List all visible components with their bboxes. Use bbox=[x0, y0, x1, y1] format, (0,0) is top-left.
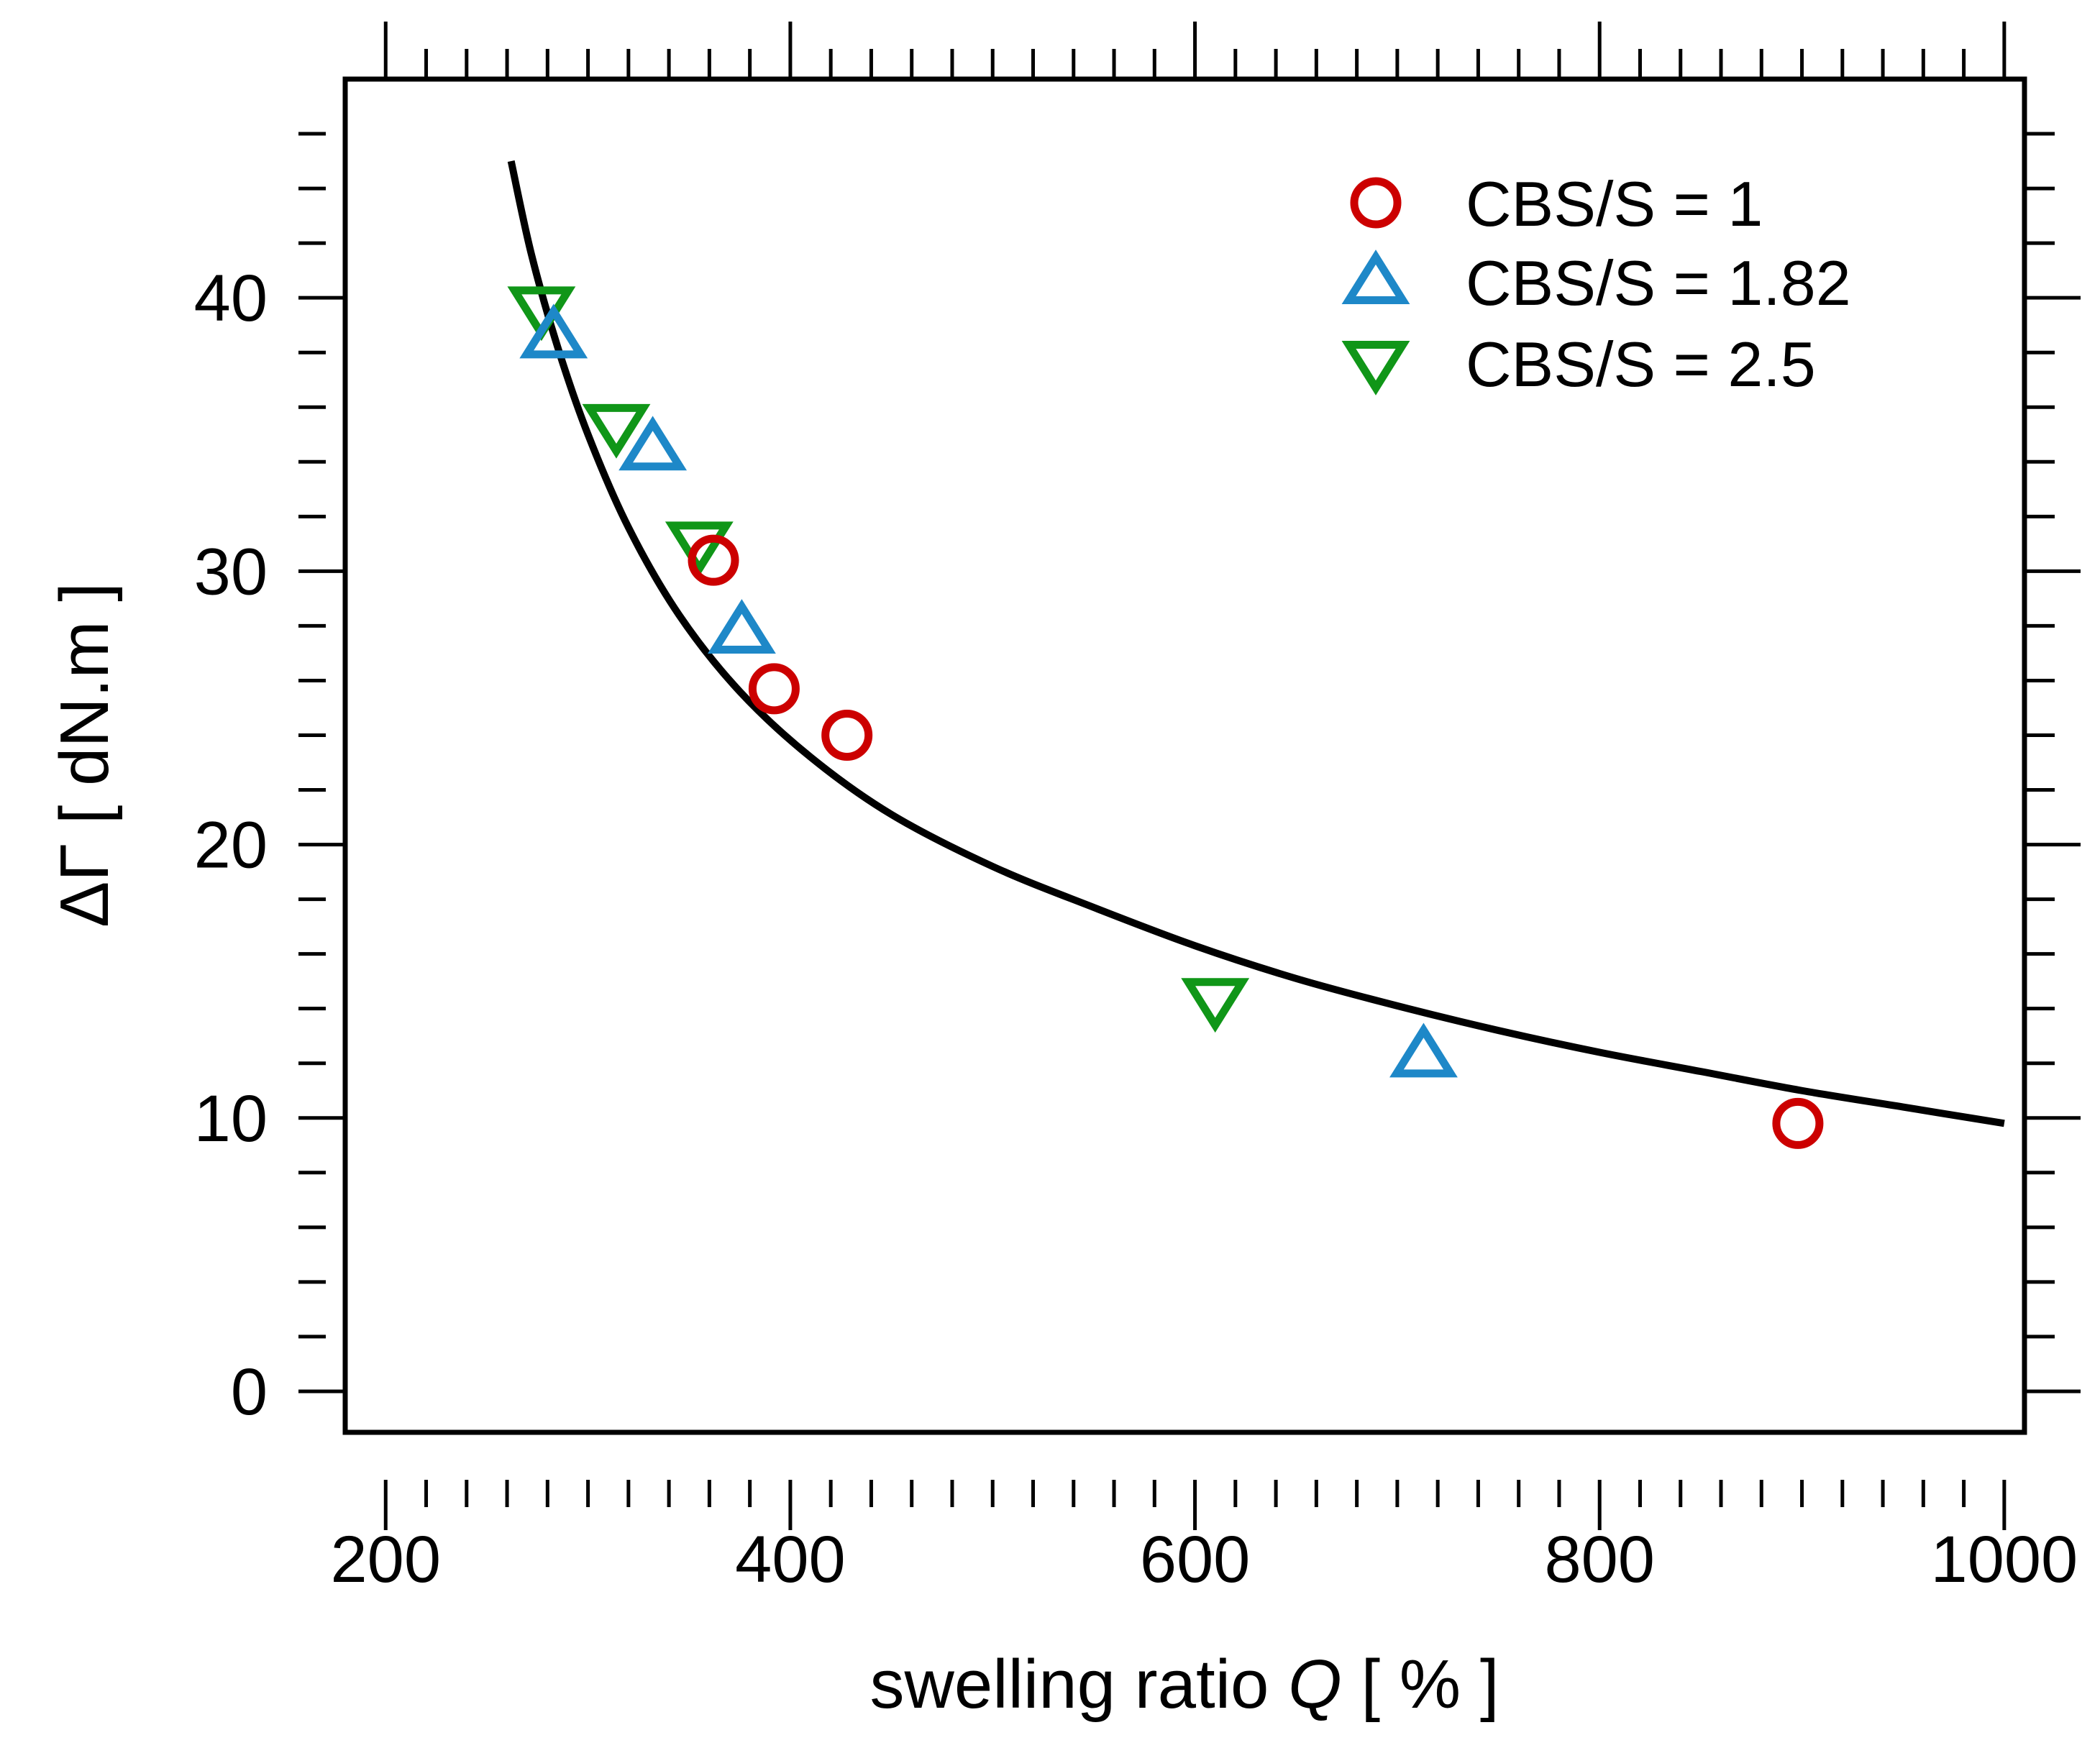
axis-tick-labels: 200 400 600 800 1000 0 10 20 30 40 bbox=[194, 262, 2078, 1596]
x-tick-label: 200 bbox=[331, 1523, 442, 1596]
y-tick-label: 10 bbox=[194, 1082, 268, 1156]
data-point-triangle-up bbox=[618, 416, 688, 471]
plot-frame bbox=[342, 76, 2027, 1435]
fit-curve-layer bbox=[507, 160, 2005, 1127]
fit-curve bbox=[507, 160, 2005, 1127]
y-axis-title: ΔΓ [ dN.m ] bbox=[46, 582, 123, 928]
legend-label: CBS/S = 2.5 bbox=[1466, 329, 1816, 400]
data-point-circle bbox=[1772, 1097, 1824, 1149]
y-tick-label: 20 bbox=[194, 809, 268, 882]
x-tick-label: 800 bbox=[1544, 1523, 1655, 1596]
legend-marker-circle bbox=[1350, 177, 1402, 229]
legend-label: CBS/S = 1.82 bbox=[1466, 247, 1851, 319]
legend: CBS/S = 1 CBS/S = 1.82 CBS/S = 2.5 bbox=[1341, 168, 1851, 400]
y-tick-label: 0 bbox=[231, 1355, 268, 1429]
x-tick-label: 1000 bbox=[1931, 1523, 2078, 1596]
legend-marker-triangle-up bbox=[1341, 250, 1410, 304]
data-point-triangle-down bbox=[665, 521, 734, 577]
data-point-triangle-up bbox=[1389, 1022, 1458, 1078]
y-tick-label: 30 bbox=[194, 535, 268, 608]
data-points-layer bbox=[507, 286, 1824, 1149]
legend-label: CBS/S = 1 bbox=[1466, 168, 1763, 239]
x-tick-label: 600 bbox=[1140, 1523, 1251, 1596]
data-point-triangle-down bbox=[582, 403, 651, 459]
data-point-triangle-up bbox=[707, 599, 776, 654]
data-point-circle bbox=[688, 534, 739, 586]
data-point-circle bbox=[748, 663, 800, 715]
legend-marker-triangle-down bbox=[1341, 341, 1410, 395]
data-point-triangle-up bbox=[519, 303, 588, 359]
x-tick-label: 400 bbox=[735, 1523, 846, 1596]
axis-ticks bbox=[298, 22, 2081, 1530]
y-tick-label: 40 bbox=[194, 262, 268, 335]
data-point-circle bbox=[821, 709, 873, 761]
x-axis-title: swelling ratio Q [ % ] bbox=[870, 1646, 1499, 1723]
data-point-triangle-down bbox=[1181, 978, 1250, 1033]
